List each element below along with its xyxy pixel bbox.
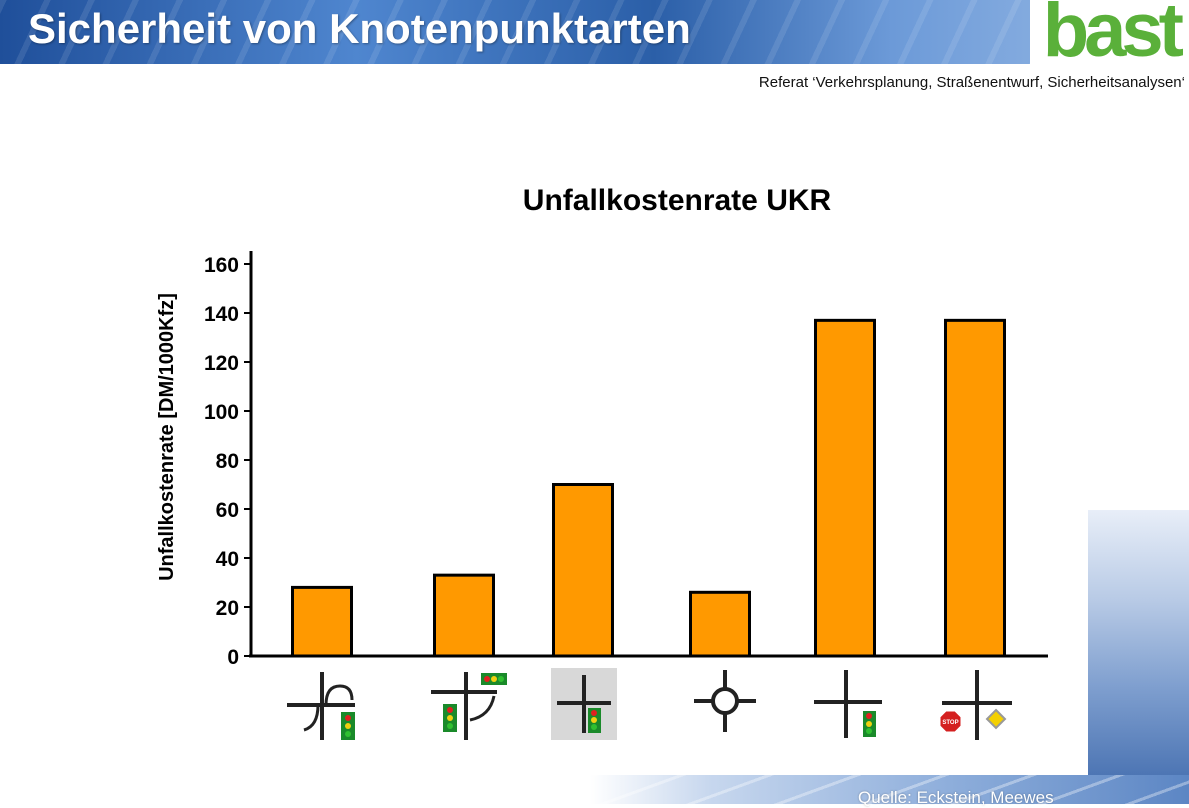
y-tick-label: 0 xyxy=(227,646,239,669)
signalized-crossroad-icon xyxy=(551,668,617,740)
y-axis-ticks: 0 20 40 60 80 100 120 140 160 xyxy=(204,254,251,669)
y-tick-label: 80 xyxy=(216,450,239,473)
crossroad-stop-and-priority-road-icon: STOP xyxy=(939,670,1012,740)
header-band xyxy=(0,0,1189,64)
bar-4 xyxy=(689,590,751,658)
decorative-photo-bottom xyxy=(590,775,1189,804)
svg-text:STOP: STOP xyxy=(942,720,958,726)
grade-separated-with-signal-icon xyxy=(287,672,355,740)
decorative-photo-right xyxy=(1088,510,1189,804)
bar-2 xyxy=(433,573,495,658)
bar-5 xyxy=(814,318,876,658)
y-tick-label: 160 xyxy=(204,254,239,277)
y-tick-label: 100 xyxy=(204,401,239,424)
signalized-t-junction-with-turn-lane-icon xyxy=(431,672,507,740)
y-tick-label: 20 xyxy=(216,597,239,620)
bars xyxy=(291,318,1006,658)
chart-title: Unfallkostenrate UKR xyxy=(523,184,832,217)
y-tick-label: 140 xyxy=(204,303,239,326)
priority-road-sign-icon xyxy=(985,708,1007,730)
source-note: Quelle: Eckstein, Meewes xyxy=(858,788,1054,807)
y-tick-label: 40 xyxy=(216,548,239,571)
stop-sign-icon xyxy=(939,710,962,733)
logo-text: bast xyxy=(1042,0,1184,73)
y-tick-label: 120 xyxy=(204,352,239,375)
bar-6 xyxy=(944,318,1006,658)
crossroad-with-signal-icon xyxy=(814,670,882,738)
y-tick-label: 60 xyxy=(216,499,239,522)
slide-subtitle: Referat ‘Verkehrsplanung, Straßenentwurf… xyxy=(758,74,1185,91)
bar-3 xyxy=(552,483,614,658)
roundabout-icon xyxy=(694,670,756,732)
bast-logo: bast xyxy=(1030,0,1189,73)
bar-1 xyxy=(291,585,353,658)
slide-title: Sicherheit von Knotenpunktarten xyxy=(28,5,691,52)
y-axis-label: Unfallkostenrate [DM/1000Kfz] xyxy=(156,293,178,581)
